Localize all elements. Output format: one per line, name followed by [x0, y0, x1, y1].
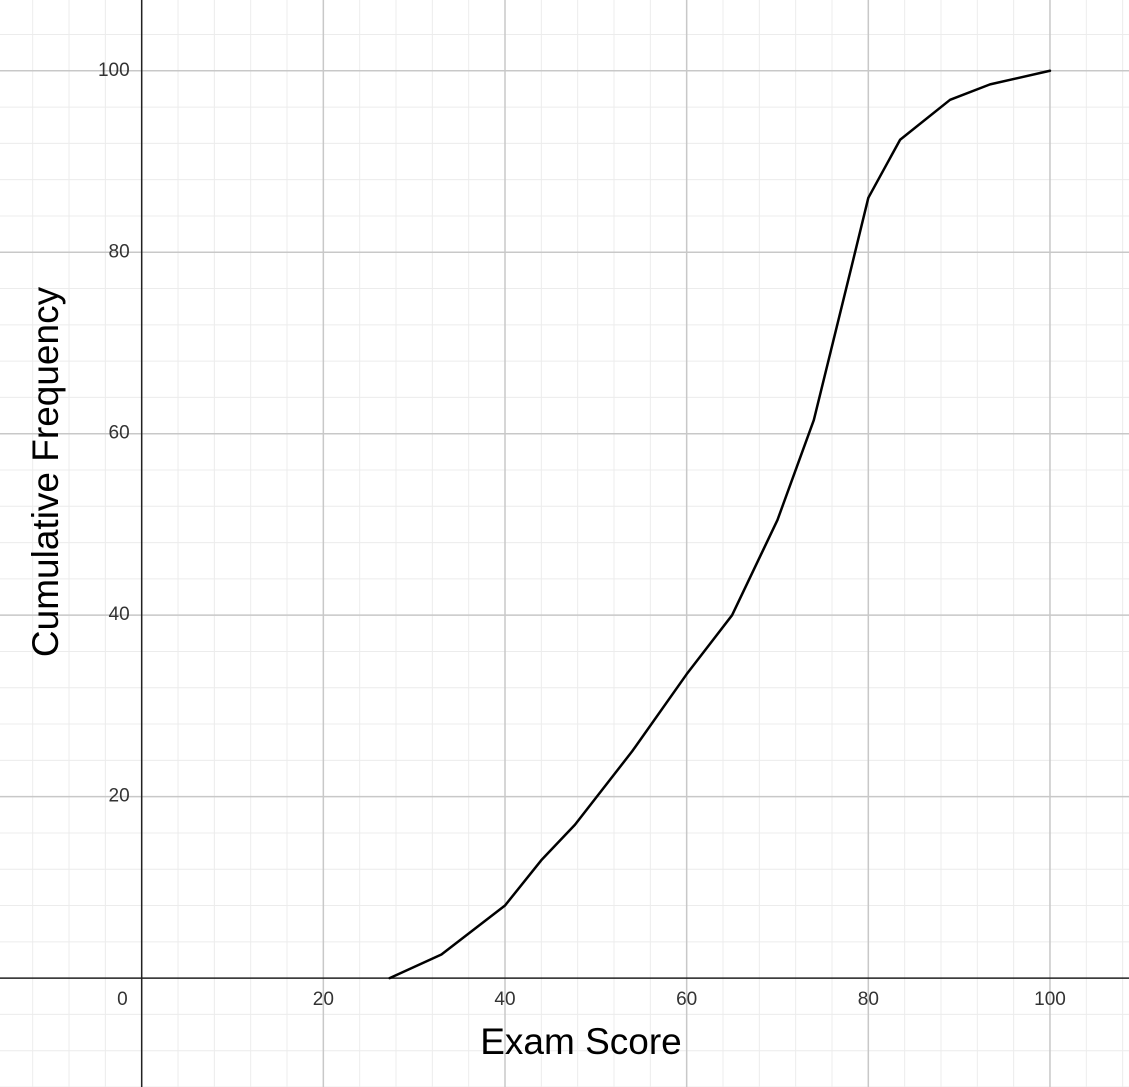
x-tick-label: 20	[313, 989, 334, 1010]
y-axis-label: Cumulative Frequency	[25, 286, 66, 657]
x-tick-label: 80	[858, 989, 879, 1010]
y-tick-label: 60	[109, 423, 130, 444]
y-tick-label: 80	[109, 241, 130, 262]
y-tick-label: 20	[109, 786, 130, 807]
y-tick-label: 100	[98, 60, 130, 81]
x-tick-label: 0	[117, 989, 128, 1010]
y-tick-label: 40	[109, 604, 130, 625]
x-tick-label: 100	[1034, 989, 1066, 1010]
x-tick-label: 40	[494, 989, 515, 1010]
x-tick-label: 60	[676, 989, 697, 1010]
line	[388, 69, 1052, 980]
x-axis-label: Exam Score	[480, 1021, 682, 1062]
